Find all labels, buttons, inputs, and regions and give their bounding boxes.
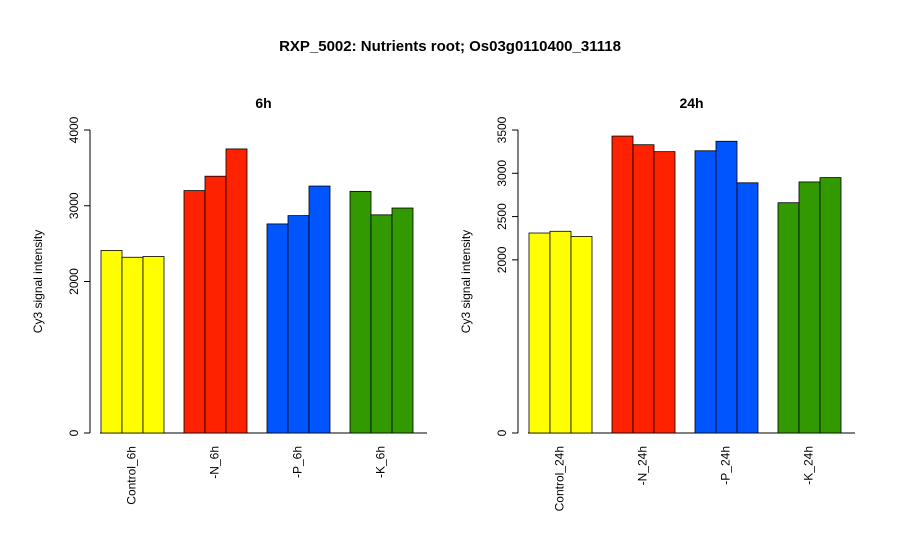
bar <box>611 135 634 434</box>
bar <box>715 140 738 434</box>
y-tick-label: 0 <box>495 429 509 436</box>
panel-title: 24h <box>679 95 703 111</box>
bar <box>349 190 372 434</box>
bar <box>121 256 144 434</box>
bar <box>798 181 821 434</box>
category-label: -N_6h <box>208 446 222 479</box>
bar <box>570 236 593 434</box>
y-tick-label: 4000 <box>67 116 81 143</box>
y-tick-label: 2000 <box>495 246 509 273</box>
bar <box>204 175 227 434</box>
y-tick-label: 2000 <box>67 268 81 295</box>
y-tick-label: 2500 <box>495 203 509 230</box>
bar <box>287 215 310 434</box>
main-title: RXP_5002: Nutrients root; Os03g0110400_3… <box>279 38 621 55</box>
bar <box>370 214 393 434</box>
bar <box>653 151 676 434</box>
bar <box>183 190 206 434</box>
bar <box>100 250 123 434</box>
category-label: Control_24h <box>553 446 567 511</box>
category-label: Control_6h <box>125 446 139 505</box>
bar <box>777 202 800 434</box>
bar <box>308 185 331 434</box>
category-label: -P_6h <box>291 446 305 478</box>
category-label: -P_24h <box>719 446 733 485</box>
bar <box>391 207 414 434</box>
category-label: -K_6h <box>374 446 388 478</box>
bar <box>528 232 551 434</box>
y-axis-label: Cy3 signal intensity <box>459 230 473 333</box>
bar <box>736 182 759 434</box>
bar <box>549 230 572 434</box>
chart-panel-0: 6h Cy3 signal intensity 0 2000 3000 4000 Contr… <box>31 95 427 505</box>
bar <box>266 223 289 434</box>
y-tick-label: 0 <box>67 429 81 436</box>
category-label: -N_24h <box>636 446 650 485</box>
bar <box>694 150 717 434</box>
y-axis-label: Cy3 signal intensity <box>31 230 45 333</box>
bar <box>225 148 248 434</box>
category-label: -K_24h <box>802 446 816 485</box>
chart-panel-1: 24h Cy3 signal intensity 0 2000 2500 3000 3500… <box>459 95 855 511</box>
bar <box>819 177 842 434</box>
y-tick-label: 3500 <box>495 116 509 143</box>
y-tick-label: 3000 <box>495 160 509 187</box>
bar <box>632 144 655 434</box>
panel-title: 6h <box>255 95 271 111</box>
y-tick-label: 3000 <box>67 192 81 219</box>
bar <box>142 256 165 434</box>
